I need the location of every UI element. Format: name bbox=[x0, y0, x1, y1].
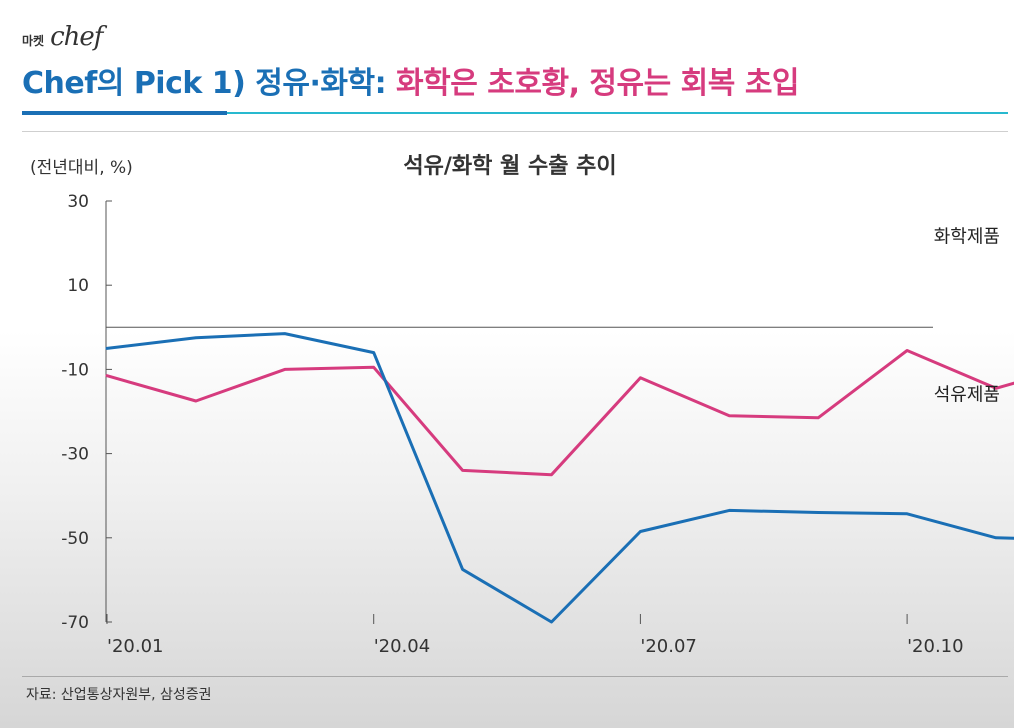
y-tick-label: 10 bbox=[67, 276, 89, 296]
brand-small-text: 마켓 bbox=[22, 34, 45, 48]
page-title-right: 화학은 초호황, 정유는 회복 초입 bbox=[396, 66, 800, 101]
chart-title: 석유/화학 월 수출 추이 bbox=[403, 154, 617, 179]
x-tick-label: '20.10 bbox=[907, 636, 963, 657]
x-tick-label: '20.04 bbox=[374, 636, 430, 657]
series-line bbox=[105, 332, 1014, 624]
title-underline bbox=[227, 112, 1008, 114]
footer-divider bbox=[22, 676, 1008, 677]
y-tick-label: -50 bbox=[61, 529, 89, 549]
page-title-left: Chef의 Pick 1) 정유·화학: bbox=[22, 66, 397, 101]
brand-script-text: chef bbox=[50, 22, 103, 52]
page-title: Chef의 Pick 1) 정유·화학: 화학은 초호황, 정유는 회복 초입 bbox=[22, 58, 800, 102]
title-underline-accent bbox=[22, 111, 227, 115]
brand-logo: 마켓 chef bbox=[22, 22, 103, 52]
y-tick-label: -70 bbox=[61, 613, 89, 633]
y-tick-label: 30 bbox=[67, 192, 89, 212]
y-tick-label: -10 bbox=[61, 360, 89, 380]
series-label: 석유제품 bbox=[934, 385, 1000, 406]
x-tick-label: '20.07 bbox=[640, 636, 696, 657]
y-axis-unit-label: (전년대비, %) bbox=[30, 158, 133, 178]
y-tick-label: -30 bbox=[61, 445, 89, 465]
series-line bbox=[105, 349, 1014, 477]
series-label: 화학제품 bbox=[934, 227, 1000, 248]
x-tick-label: '20.01 bbox=[107, 636, 163, 657]
source-note: 자료: 산업통상자원부, 삼성증권 bbox=[26, 687, 212, 703]
header-divider bbox=[22, 131, 1008, 132]
